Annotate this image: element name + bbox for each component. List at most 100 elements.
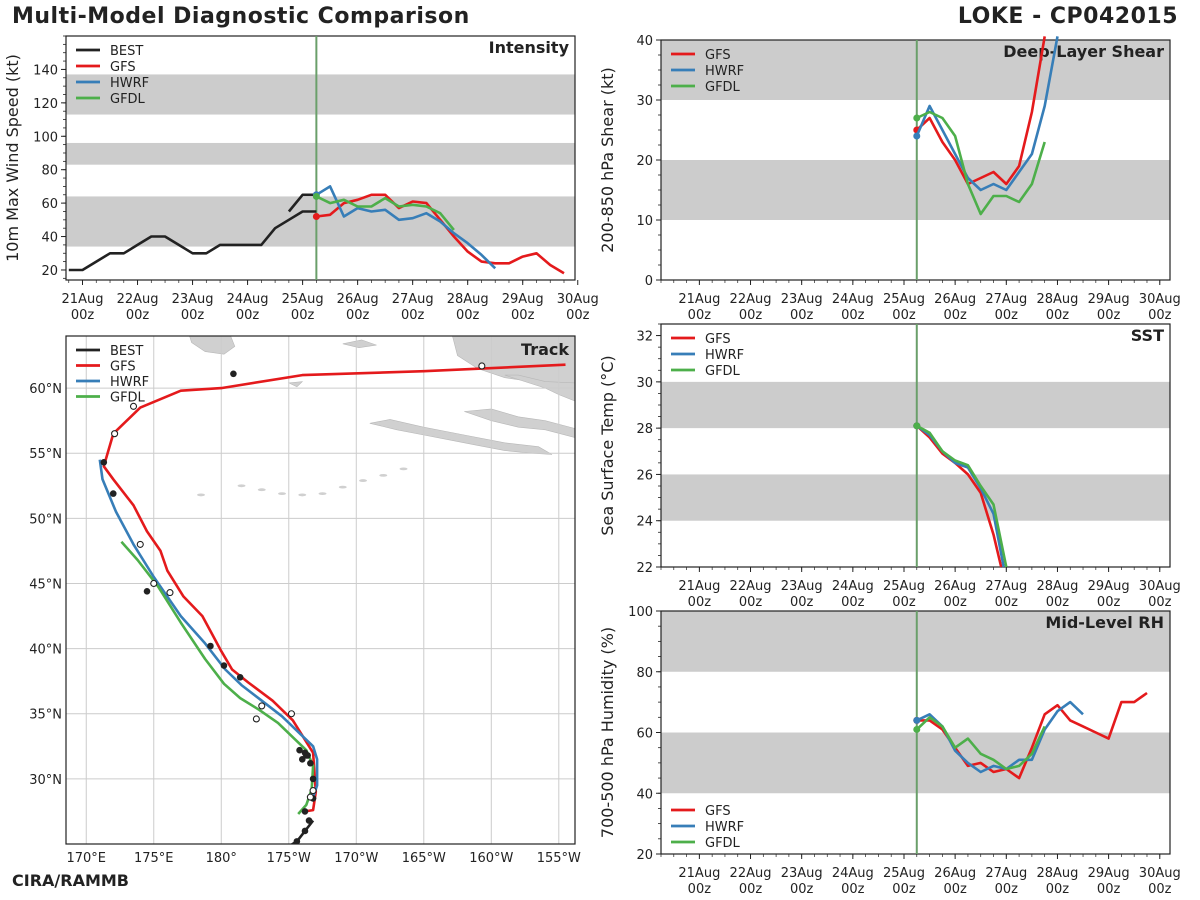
x-tick-label: 00z bbox=[841, 595, 865, 610]
x-tick-label: 00z bbox=[841, 882, 865, 897]
x-tick-label: 29Aug bbox=[1088, 292, 1130, 307]
legend-label-gfdl: GFDL bbox=[110, 391, 146, 406]
x-tick-label: 28Aug bbox=[1036, 292, 1078, 307]
legend-label-best: BEST bbox=[110, 344, 143, 359]
island-5 bbox=[338, 485, 347, 489]
x-tick-label: 00z bbox=[511, 308, 535, 323]
x-tick-label: 22Aug bbox=[730, 579, 772, 594]
x-tick-label: 29Aug bbox=[1088, 866, 1130, 881]
series-line-gfs bbox=[915, 424, 1003, 568]
x-tick-label: 25Aug bbox=[883, 866, 925, 881]
series-line-hwrf bbox=[915, 36, 1059, 192]
x-tick-label: 25Aug bbox=[883, 579, 925, 594]
track-marker-filled bbox=[304, 752, 311, 759]
island-3 bbox=[298, 493, 307, 497]
series-start-point-hwrf bbox=[913, 132, 921, 140]
y-tick-label: 60 bbox=[41, 197, 58, 212]
track-marker-filled bbox=[301, 808, 309, 815]
track-map-area bbox=[66, 336, 575, 844]
plot-frame bbox=[65, 35, 576, 281]
track-marker-filled bbox=[230, 370, 237, 378]
y-tick-label: 20 bbox=[41, 264, 58, 279]
track-panel: 170°E 175°E 180° 175°W 170°W 165°W 160°W 155°W 3… bbox=[29, 335, 581, 866]
legend-label-gfdl: GFDL bbox=[705, 364, 741, 379]
y-tick-label: 40 bbox=[636, 787, 653, 802]
x-tick-label: 21Aug bbox=[678, 292, 720, 307]
y-tick-label: 40 bbox=[636, 34, 653, 49]
x-tick-label: 00z bbox=[401, 308, 425, 323]
shaded-band-2 bbox=[66, 74, 575, 115]
x-tick-label: 00z bbox=[1046, 308, 1070, 323]
x-tick-label: 00z bbox=[892, 595, 916, 610]
x-tick-label: 24Aug bbox=[832, 866, 874, 881]
y-tick-label: 10 bbox=[636, 214, 653, 229]
legend-label-hwrf: HWRF bbox=[705, 820, 744, 835]
x-tick-label: 27Aug bbox=[985, 292, 1027, 307]
x-tick-label: 00z bbox=[688, 882, 712, 897]
track-marker-filled bbox=[293, 838, 301, 844]
x-tick-label: 00z bbox=[1097, 595, 1121, 610]
lat-label: 55°N bbox=[29, 447, 62, 462]
track-marker-filled bbox=[301, 827, 309, 835]
y-tick-label: 26 bbox=[636, 468, 653, 483]
x-tick-label: 23Aug bbox=[781, 866, 823, 881]
track-marker-filled bbox=[305, 817, 313, 824]
track-marker-open bbox=[136, 540, 144, 548]
x-tick-label: 00z bbox=[1148, 308, 1172, 323]
island-0 bbox=[237, 484, 246, 488]
track-marker-filled bbox=[207, 642, 214, 650]
x-tick-label: 24Aug bbox=[832, 292, 874, 307]
y-tick-label: 0 bbox=[645, 274, 653, 289]
lon-label: 175°E bbox=[134, 851, 174, 866]
x-tick-label: 23Aug bbox=[781, 579, 823, 594]
track-marker-filled bbox=[296, 746, 303, 754]
y-tick-label: 24 bbox=[636, 515, 653, 530]
rh-panel: 2040608010021Aug00z22Aug00z23Aug00z24Aug… bbox=[598, 605, 1181, 897]
x-tick-label: 00z bbox=[995, 308, 1019, 323]
x-tick-label: 00z bbox=[71, 308, 95, 323]
series-start-point-gfs bbox=[312, 212, 320, 220]
shaded-band-1 bbox=[661, 40, 1170, 100]
y-tick-label: 100 bbox=[628, 605, 653, 620]
x-tick-label: 00z bbox=[790, 882, 814, 897]
island-6 bbox=[359, 479, 368, 482]
x-tick-label: 00z bbox=[790, 595, 814, 610]
lon-label: 155°W bbox=[537, 851, 581, 866]
x-tick-label: 30Aug bbox=[557, 292, 599, 307]
track-marker-filled bbox=[220, 662, 228, 669]
lon-label: 175°W bbox=[267, 851, 311, 866]
x-tick-label: 00z bbox=[739, 308, 763, 323]
shaded-band-1 bbox=[661, 381, 1170, 429]
track-marker-filled bbox=[143, 588, 151, 595]
island-9 bbox=[197, 493, 206, 497]
x-tick-label: 00z bbox=[943, 882, 967, 897]
island-1 bbox=[257, 488, 266, 492]
track-line-gfdl bbox=[120, 540, 315, 815]
x-tick-label: 00z bbox=[1148, 595, 1172, 610]
lat-label: 60°N bbox=[29, 382, 62, 397]
x-tick-label: 00z bbox=[739, 595, 763, 610]
island-4 bbox=[318, 492, 327, 496]
land-shape-2 bbox=[464, 408, 575, 438]
series-line-gfdl bbox=[915, 715, 1046, 771]
x-tick-label: 23Aug bbox=[781, 292, 823, 307]
track-line-gfs bbox=[102, 363, 566, 813]
x-tick-label: 00z bbox=[236, 308, 260, 323]
panel-title: Deep-Layer Shear bbox=[1003, 42, 1164, 61]
y-tick-label: 28 bbox=[636, 422, 653, 437]
y-axis-label: 700-500 hPa Humidity (%) bbox=[598, 627, 617, 838]
x-tick-label: 26Aug bbox=[934, 866, 976, 881]
lat-label: 35°N bbox=[29, 708, 62, 723]
lon-label: 170°E bbox=[66, 851, 106, 866]
x-tick-label: 00z bbox=[126, 308, 150, 323]
legend-label-gfdl: GFDL bbox=[705, 80, 741, 95]
series-line-gfs bbox=[316, 193, 565, 275]
shaded-band-0 bbox=[661, 160, 1170, 220]
legend-label-hwrf: HWRF bbox=[110, 375, 149, 390]
panel-title: Intensity bbox=[489, 38, 570, 57]
panel-title: Mid-Level RH bbox=[1045, 613, 1164, 632]
x-tick-label: 00z bbox=[995, 595, 1019, 610]
lat-label: 45°N bbox=[29, 577, 62, 592]
y-tick-label: 30 bbox=[636, 376, 653, 391]
